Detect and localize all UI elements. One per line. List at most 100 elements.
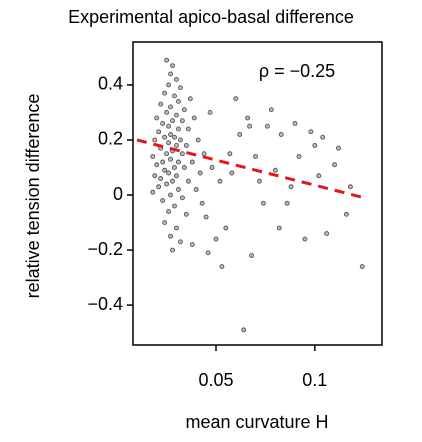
point: [247, 123, 253, 129]
point: [207, 110, 213, 115]
point: [166, 123, 172, 129]
point: [296, 154, 302, 159]
point: [227, 151, 233, 157]
point: [162, 134, 168, 140]
point: [164, 110, 170, 115]
point: [174, 225, 179, 231]
point: [189, 242, 195, 248]
point: [162, 90, 168, 96]
point: [164, 181, 170, 187]
point: [174, 76, 179, 82]
point: [166, 82, 172, 88]
point: [174, 143, 179, 148]
point: [176, 98, 181, 104]
point: [168, 233, 173, 239]
point: [187, 96, 193, 102]
point: [156, 184, 162, 190]
point: [237, 132, 243, 137]
point: [172, 203, 177, 209]
point: [189, 159, 195, 165]
point: [195, 137, 201, 143]
point: [160, 198, 166, 203]
point: [205, 250, 211, 256]
point: [264, 123, 270, 129]
y-tick-label: −0.2: [87, 239, 123, 259]
point: [272, 167, 278, 173]
point: [209, 165, 215, 170]
point: [203, 214, 209, 220]
point: [166, 140, 172, 146]
point: [176, 187, 181, 192]
point: [156, 129, 162, 135]
x-tick-label: 0.05: [198, 370, 233, 390]
point: [249, 253, 255, 259]
point: [260, 200, 266, 206]
x-tick-label: 0.1: [302, 370, 327, 390]
point: [193, 187, 199, 192]
point: [201, 151, 207, 157]
point: [278, 132, 284, 137]
point: [257, 178, 262, 184]
y-tick-label: −0.4: [87, 294, 123, 314]
y-tick-label: 0: [113, 184, 123, 204]
point: [312, 143, 318, 148]
point: [229, 170, 235, 176]
y-tick-label: 0.2: [98, 129, 123, 149]
point: [164, 57, 170, 63]
point: [179, 151, 185, 157]
point: [320, 134, 326, 140]
point: [185, 126, 191, 132]
point: [245, 115, 251, 121]
point: [166, 209, 172, 214]
point: [336, 145, 341, 151]
point: [233, 96, 239, 102]
point: [183, 211, 189, 217]
point: [160, 121, 166, 126]
y-axis-label: relative tension difference: [23, 94, 43, 299]
point: [166, 170, 172, 176]
point: [154, 162, 160, 168]
point: [177, 239, 183, 245]
point: [177, 137, 183, 143]
point: [199, 200, 205, 206]
point: [213, 236, 219, 242]
point: [332, 162, 338, 168]
annotation: ρ = −0.25: [259, 61, 335, 81]
point: [158, 101, 164, 107]
point: [183, 143, 189, 148]
point: [179, 118, 185, 124]
point: [316, 173, 322, 179]
point: [324, 231, 330, 236]
point: [170, 178, 175, 184]
point: [168, 71, 173, 77]
point: [197, 170, 203, 176]
point: [241, 327, 247, 333]
point: [276, 225, 282, 231]
point: [162, 167, 168, 173]
point: [176, 126, 181, 132]
point: [172, 93, 177, 99]
point: [152, 173, 158, 179]
point: [268, 107, 274, 113]
point: [174, 112, 179, 118]
point: [359, 264, 365, 270]
point: [150, 189, 156, 195]
point: [219, 264, 225, 270]
x-axis-label: mean curvature H: [185, 412, 328, 432]
point: [152, 137, 158, 143]
point: [164, 151, 170, 157]
point: [217, 178, 223, 184]
point: [177, 85, 183, 91]
point: [154, 115, 160, 121]
point: [168, 192, 173, 198]
point: [168, 132, 173, 137]
point: [181, 165, 187, 170]
point: [172, 165, 177, 170]
point: [170, 63, 175, 69]
point: [191, 115, 197, 121]
point: [172, 134, 177, 140]
trend-line: [136, 138, 365, 200]
point: [170, 118, 175, 124]
point: [170, 247, 175, 253]
point: [158, 176, 164, 181]
